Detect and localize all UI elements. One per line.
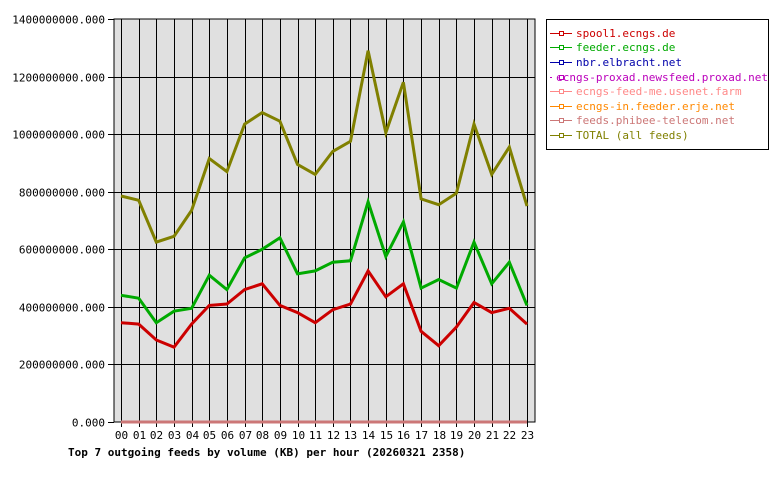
x-tick-label: 01 [133,429,146,442]
series-line [120,50,529,244]
legend-line-marker-icon [550,103,572,110]
legend-line-marker-icon [550,117,572,124]
x-tick-label: 20 [468,429,481,442]
x-tick-label: 08 [256,429,269,442]
legend-line-marker-icon [550,59,572,66]
x-tick-label: 02 [150,429,163,442]
x-tick-label: 12 [327,429,340,442]
legend-line-marker-icon [550,44,572,51]
series-line [120,196,529,325]
legend-label: ecngs-feed-me.usenet.farm [576,85,742,99]
y-tick-label: 800000000.000 [19,187,105,200]
x-tick-label: 05 [203,429,216,442]
x-tick-label: 03 [168,429,181,442]
x-axis: 00 01 02 03 04 05 06 07 08 09 10 11 12 13 14 15 16 17 18 19… [115,429,534,442]
x-tick-label: 06 [221,429,234,442]
y-tick-label: 1000000000.000 [12,129,105,142]
x-tick-label: 17 [415,429,428,442]
legend-label: ecngs-in.feeder.erje.net [576,99,735,113]
legend-item: nbr.elbracht.net [547,55,768,70]
legend-item: ecngs-proxad.newsfeed.proxad.net [547,70,768,85]
x-tick-label: 23 [521,429,534,442]
legend-item: ecngs-feed-me.usenet.farm [547,84,768,99]
legend-item: TOTAL (all feeds) [547,128,768,143]
series-line [120,268,528,350]
y-tick-label: 0.000 [72,417,105,430]
x-tick-label: 22 [503,429,516,442]
x-tick-label: 21 [486,429,499,442]
plot-area [113,18,536,423]
legend-item: feeds.phibee-telecom.net [547,114,768,129]
x-tick-label: 13 [344,429,357,442]
x-tick-label: 16 [397,429,410,442]
legend-label: feeds.phibee-telecom.net [576,114,735,128]
x-tick-label: 00 [115,429,128,442]
x-tick-label: 14 [362,429,376,442]
legend-line-marker-icon [550,132,572,139]
chart-title: Top 7 outgoing feeds by volume (KB) per … [68,446,465,459]
x-tick-label: 11 [309,429,322,442]
legend-item: ecngs-in.feeder.erje.net [547,99,768,114]
grid [114,19,535,427]
x-tick-label: 04 [186,429,200,442]
legend-item: spool1.ecngs.de [547,26,768,41]
x-tick-label: 19 [450,429,463,442]
legend-label: TOTAL (all feeds) [576,128,689,142]
y-tick-label: 200000000.000 [19,359,105,372]
x-tick-label: 10 [292,429,305,442]
legend-label: feeder.ecngs.de [576,41,676,55]
x-tick-label: 15 [380,429,393,442]
x-tick-label: 07 [239,429,252,442]
x-tick-label: 09 [274,429,287,442]
legend-label: ecngs-proxad.newsfeed.proxad.net [556,70,768,84]
legend-line-marker-icon [550,88,572,95]
x-tick-label: 18 [433,429,446,442]
y-tick-label: 600000000.000 [19,244,105,257]
legend-item: feeder.ecngs.de [547,41,768,56]
y-axis: 0.000 200000000.000 400000000.000 600000000… [12,14,114,430]
y-tick-label: 1400000000.000 [12,14,105,27]
y-tick-label: 1200000000.000 [12,72,105,85]
series-lines [120,50,529,424]
y-tick-label: 400000000.000 [19,302,105,315]
legend-label: nbr.elbracht.net [576,55,682,69]
legend-line-marker-icon [550,30,572,37]
legend-line-marker-icon [550,74,565,81]
legend: spool1.ecngs.de feeder.ecngs.de nbr.elbrac… [546,19,769,150]
legend-label: spool1.ecngs.de [576,26,676,40]
